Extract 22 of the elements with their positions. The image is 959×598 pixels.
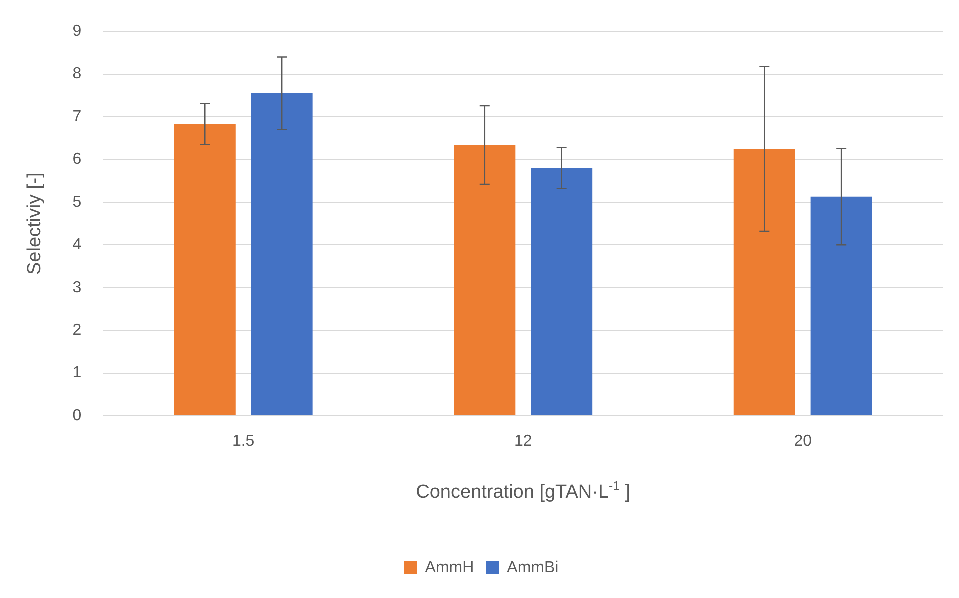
y-tick-label: 0 xyxy=(72,407,82,424)
x-tick-label: 20 xyxy=(794,433,812,450)
x-tick-label: 12 xyxy=(514,433,532,450)
y-tick-label: 9 xyxy=(72,23,82,40)
y-tick-label: 2 xyxy=(72,322,82,339)
x-tick-label: 1.5 xyxy=(232,433,255,450)
legend-label: AmmBi xyxy=(507,559,559,576)
bar xyxy=(810,196,872,416)
y-tick-label: 4 xyxy=(72,236,82,254)
bar xyxy=(734,149,796,416)
bar xyxy=(251,94,313,416)
bar xyxy=(454,145,516,416)
y-tick-label: 7 xyxy=(72,108,82,126)
y-tick-label: 6 xyxy=(72,151,82,168)
y-tick-label: 5 xyxy=(72,194,82,211)
y-tick-label: 1 xyxy=(72,364,82,382)
y-tick-label: 8 xyxy=(72,66,82,83)
y-axis-title: Selectiviy [-] xyxy=(24,172,46,276)
bar xyxy=(174,124,236,416)
bar xyxy=(531,168,593,416)
legend-label: AmmH xyxy=(425,559,474,576)
y-tick-label: 3 xyxy=(72,279,82,296)
